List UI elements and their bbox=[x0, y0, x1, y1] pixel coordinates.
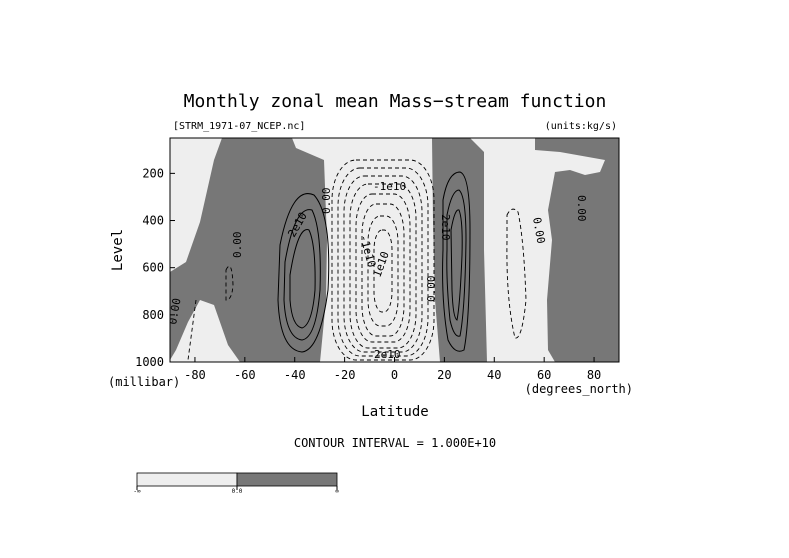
y-tick-label: 800 bbox=[142, 308, 164, 322]
file-label: [STRM_1971-07_NCEP.nc] bbox=[173, 121, 305, 132]
positive-contours bbox=[277, 171, 471, 353]
colorbar-level: ∞ bbox=[335, 488, 339, 495]
x-tick-label: 80 bbox=[587, 368, 601, 382]
x-tick-label: -40 bbox=[284, 368, 306, 382]
colorbar-level: -∞ bbox=[133, 488, 141, 495]
x-axis-units: (degrees_north) bbox=[525, 382, 633, 396]
x-tick-label: -20 bbox=[334, 368, 356, 382]
contour-label: 2e10 bbox=[374, 348, 401, 361]
contour-label: 0.00 bbox=[425, 276, 438, 303]
contour-label: -1e10 bbox=[373, 180, 406, 193]
contour-interval: CONTOUR INTERVAL = 1.000E+10 bbox=[294, 436, 496, 450]
colorbar: -∞ 0.0 ∞ bbox=[133, 472, 339, 495]
x-tick-label: -60 bbox=[234, 368, 256, 382]
contour-label: 0.00 bbox=[575, 195, 588, 222]
contour-label: 2e10 bbox=[439, 214, 452, 241]
positive-region-nh-far bbox=[535, 138, 619, 362]
chart-title: Monthly zonal mean Mass−stream function bbox=[184, 91, 607, 112]
contour-label: 0.00 bbox=[320, 188, 333, 215]
contour-label: 0.00 bbox=[231, 232, 244, 259]
y-axis-ticks: 200 400 600 800 1000 bbox=[135, 166, 175, 369]
contour-label: 0.00 bbox=[166, 297, 183, 325]
x-axis-ticks: -80 -60 -40 -20 0 20 40 60 80 bbox=[184, 357, 601, 382]
x-tick-label: 20 bbox=[437, 368, 451, 382]
y-tick-label: 600 bbox=[142, 261, 164, 275]
x-tick-label: 40 bbox=[487, 368, 501, 382]
x-tick-label: 0 bbox=[391, 368, 398, 382]
x-tick-label: 60 bbox=[537, 368, 551, 382]
colorbar-level: 0.0 bbox=[232, 488, 243, 495]
plot-area: 0.00 0.00 0.00 0.00 0.00 0.00 2e10 2e10 … bbox=[166, 138, 619, 362]
colorbar-negative bbox=[136, 472, 238, 487]
y-tick-label: 1000 bbox=[135, 355, 164, 369]
contour-label: 0.00 bbox=[530, 216, 547, 244]
positive-region-sh-lower bbox=[170, 138, 327, 362]
colorbar-positive bbox=[236, 472, 338, 487]
y-tick-label: 200 bbox=[142, 166, 164, 180]
positive-region-nh bbox=[432, 138, 487, 362]
y-axis-units: (millibar) bbox=[108, 375, 180, 389]
y-axis-label: Level bbox=[110, 229, 126, 271]
units-label: (units:kg/s) bbox=[545, 121, 617, 132]
y-tick-label: 400 bbox=[142, 214, 164, 228]
x-axis-label: Latitude bbox=[361, 404, 428, 420]
x-tick-label: -80 bbox=[184, 368, 206, 382]
negative-contours bbox=[187, 159, 527, 361]
